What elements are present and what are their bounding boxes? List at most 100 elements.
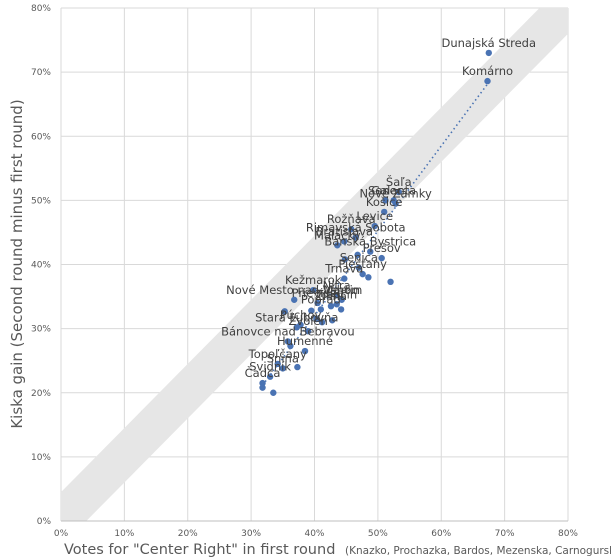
- data-point: [301, 347, 309, 355]
- data-label: Piešťany: [338, 257, 387, 271]
- point-labels: Dunajská StredaKomárnoŠaľaGalantaSenecNo…: [221, 36, 536, 380]
- data-label: Galanta: [371, 183, 416, 197]
- y-tick-label: 10%: [31, 453, 51, 463]
- data-point: [484, 77, 491, 85]
- data-point: [270, 389, 277, 396]
- data-label: Snina: [267, 351, 299, 365]
- data-point: [259, 384, 266, 391]
- data-label: Banská Bystrica: [324, 235, 416, 249]
- data-label: Dunajská Streda: [442, 36, 537, 50]
- data-point: [395, 188, 402, 196]
- data-label: Kežmarok: [285, 273, 342, 287]
- x-tick-label: 40%: [304, 529, 324, 539]
- data-point: [308, 307, 315, 314]
- data-label: Rimavská Sobota: [306, 221, 406, 235]
- data-label: Trnava: [324, 262, 363, 276]
- trend-line: [261, 81, 490, 386]
- data-point: [334, 242, 341, 249]
- data-point: [337, 306, 345, 313]
- data-point: [371, 222, 378, 230]
- x-tick-label: 60%: [431, 529, 451, 539]
- data-label: Malacky: [314, 228, 361, 242]
- data-label: Prievidza: [292, 286, 344, 300]
- x-tick-labels: 0% 10% 20% 30% 40% 50% 60% 70% 80%: [54, 529, 579, 539]
- data-point: [304, 327, 312, 335]
- data-point: [378, 254, 385, 262]
- y-tick-label: 40%: [31, 261, 51, 271]
- data-point: [293, 324, 300, 331]
- x-tick-label: 0%: [54, 529, 69, 539]
- data-point: [354, 251, 361, 259]
- x-tick-label: 20%: [178, 529, 198, 539]
- data-point: [274, 360, 281, 368]
- data-point: [266, 373, 274, 380]
- data-point: [314, 299, 321, 307]
- data-point: [381, 208, 388, 216]
- data-label: Topoľčany: [248, 347, 307, 361]
- x-axis-title-note: (Knazko, Prochazka, Bardos, Mezenska, Ca…: [345, 545, 611, 557]
- data-label: Púchov: [280, 308, 322, 322]
- data-point: [279, 365, 287, 372]
- data-label: Bánovce nad Bebravou: [221, 324, 355, 338]
- data-point: [485, 49, 492, 57]
- y-tick-labels: 0% 10% 20% 30% 40% 50% 60% 70% 80%: [31, 4, 51, 527]
- data-point: [313, 315, 320, 323]
- data-point: [333, 301, 340, 308]
- data-label: Komárno: [462, 64, 513, 78]
- y-tick-label: 70%: [31, 68, 51, 78]
- y-axis-title: Kiska gain (Second round minus first rou…: [8, 99, 26, 428]
- data-label: Stará Ľubovňa: [255, 310, 338, 324]
- gridlines: [60, 7, 569, 522]
- data-label: Bratislava: [316, 224, 373, 238]
- data-label: Prešov: [363, 241, 401, 255]
- x-tick-label: 70%: [495, 529, 515, 539]
- data-label: Senica: [340, 251, 378, 265]
- y-tick-label: 20%: [31, 389, 51, 399]
- x-tick-label: 50%: [368, 529, 388, 539]
- data-point: [348, 226, 355, 233]
- x-tick-label: 10%: [114, 529, 134, 539]
- data-point: [294, 363, 301, 371]
- data-label: Trenčín: [315, 287, 357, 301]
- data-point: [352, 234, 359, 241]
- data-point: [329, 317, 336, 324]
- y-tick-label: 0%: [37, 517, 52, 527]
- data-label: Rožňava: [327, 212, 376, 226]
- data-point: [341, 256, 349, 263]
- data-label: Nové Zámky: [359, 187, 432, 201]
- data-label: Žilina: [315, 288, 347, 303]
- x-tick-label: 30%: [241, 529, 261, 539]
- data-label: Čadca: [245, 365, 281, 380]
- data-point: [341, 238, 348, 245]
- data-label: Nové Mesto nad Váhom: [226, 283, 362, 297]
- data-point: [365, 274, 372, 281]
- data-label: Košice: [366, 195, 403, 209]
- data-point: [281, 308, 288, 315]
- data-point: [355, 264, 363, 271]
- data-point: [341, 275, 348, 282]
- data-label: Šaľa: [386, 174, 412, 189]
- data-label: Levice: [356, 209, 393, 223]
- data-label: Nitra: [323, 278, 351, 292]
- y-tick-label: 60%: [31, 132, 51, 142]
- data-point: [367, 248, 374, 255]
- x-tick-label: 80%: [558, 529, 578, 539]
- data-point: [359, 270, 366, 278]
- data-point: [392, 200, 399, 207]
- data-point: [317, 306, 325, 313]
- y-tick-label: 30%: [31, 325, 51, 335]
- data-point: [318, 319, 326, 326]
- data-label: Poprad: [301, 292, 341, 306]
- data-point: [327, 302, 335, 310]
- data-label: Zvolen: [289, 314, 328, 328]
- diagonal-band: [61, 8, 568, 521]
- x-axis-title: Votes for "Center Right" in first round …: [64, 542, 611, 558]
- data-label: Humenné: [277, 334, 333, 348]
- data-points: [259, 49, 492, 396]
- data-label: Martin: [323, 283, 360, 297]
- data-point: [259, 379, 266, 387]
- data-point: [387, 278, 394, 286]
- y-tick-label: 80%: [31, 4, 51, 14]
- y-tick-label: 50%: [31, 196, 51, 206]
